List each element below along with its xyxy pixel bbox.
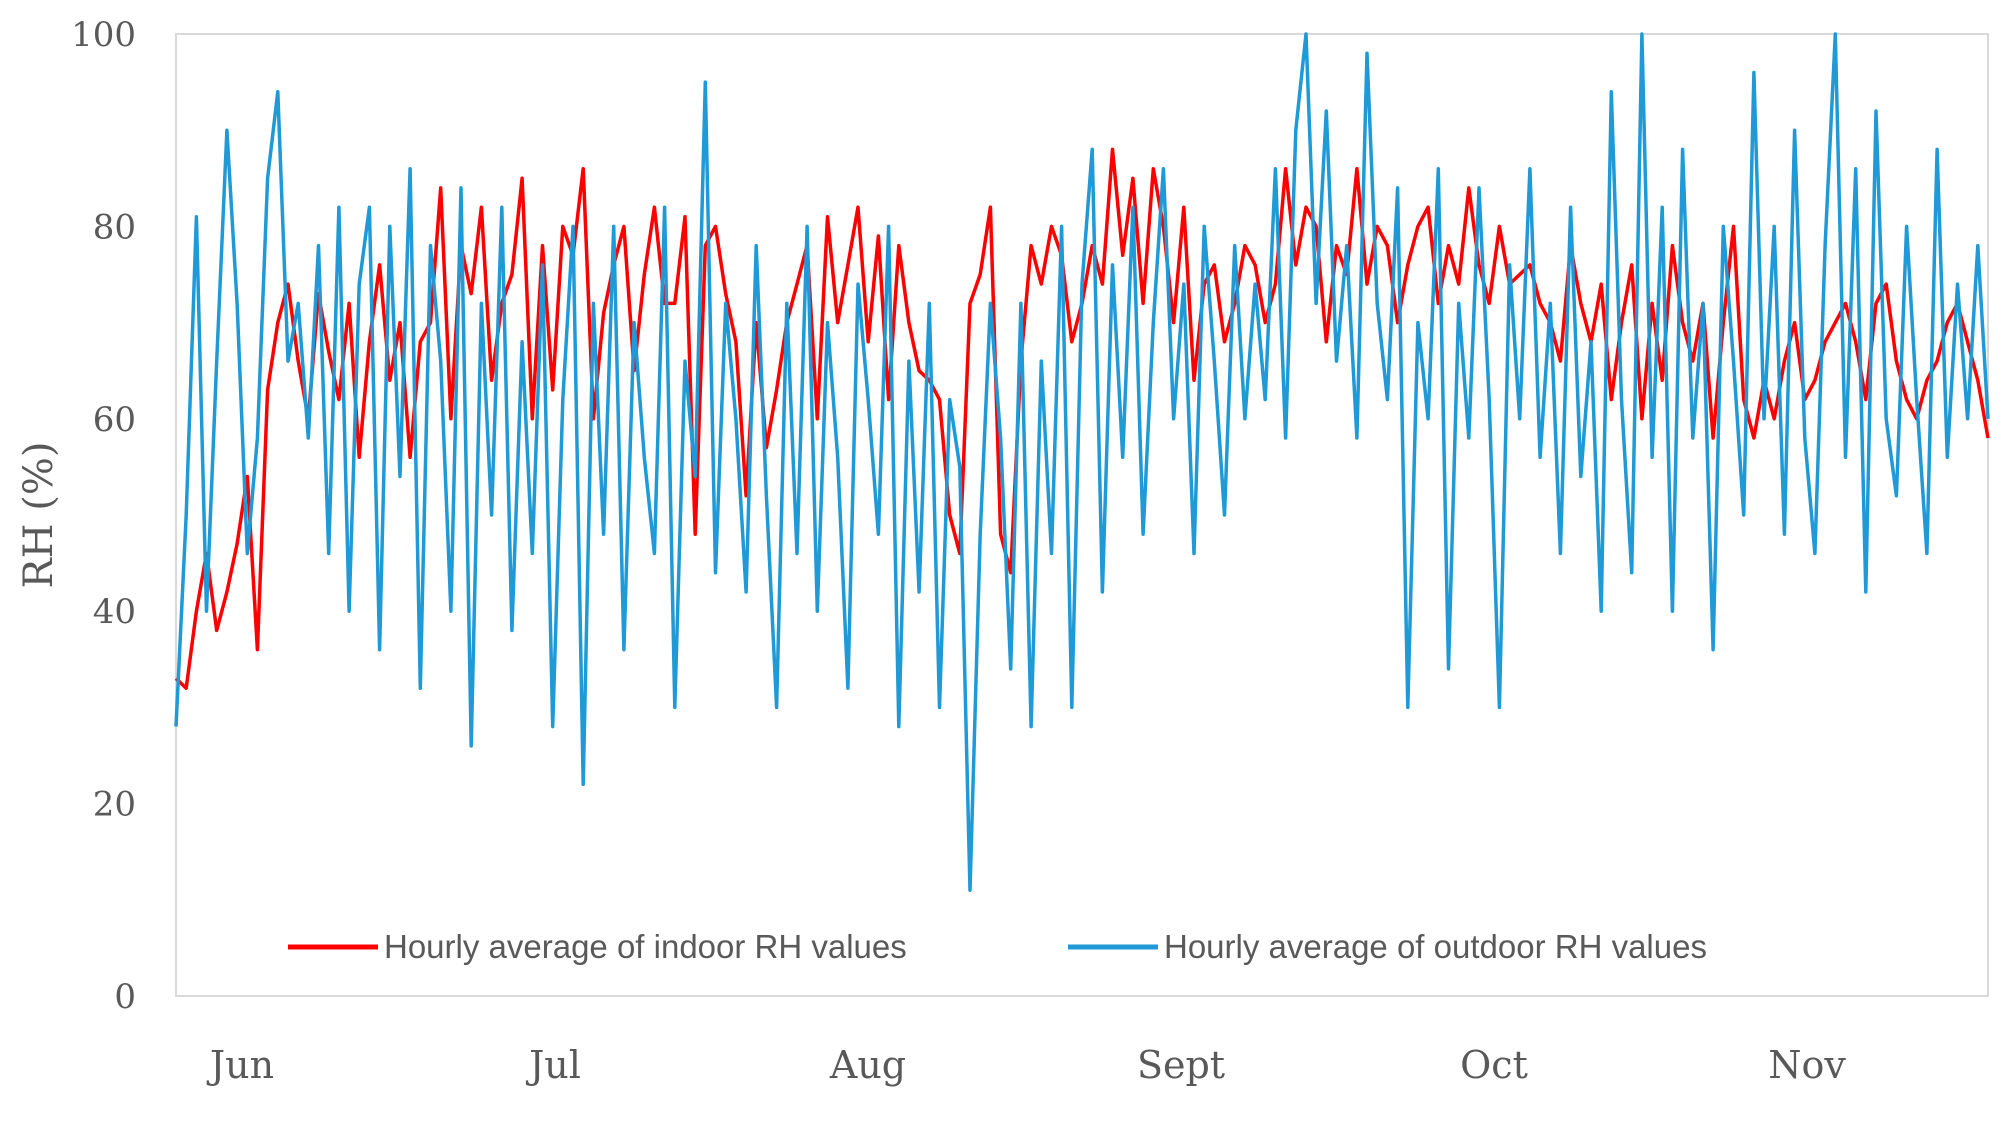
y-tick-label: 100 xyxy=(71,15,136,55)
x-tick-label: Jun xyxy=(206,1043,274,1087)
y-tick-label: 60 xyxy=(93,400,136,440)
y-axis-label: RH (%) xyxy=(16,442,62,589)
y-tick-label: 80 xyxy=(93,207,136,247)
x-tick-label: Jul xyxy=(525,1043,581,1087)
x-tick-label: Nov xyxy=(1768,1043,1846,1087)
series-line-outdoor xyxy=(174,32,1990,892)
x-tick-label: Oct xyxy=(1460,1043,1528,1087)
legend-label-outdoor: Hourly average of outdoor RH values xyxy=(1164,928,1707,965)
x-tick-label: Sept xyxy=(1137,1043,1225,1087)
x-axis-ticks: Jun Jul Aug Sept Oct Nov xyxy=(206,1043,1846,1087)
y-tick-label: 20 xyxy=(93,785,136,825)
y-axis-ticks: 0 20 40 60 80 100 xyxy=(71,15,136,1017)
x-tick-label: Aug xyxy=(829,1043,906,1087)
plot-area-frame xyxy=(175,33,1989,997)
legend: Hourly average of indoor RH values Hourl… xyxy=(288,928,1707,965)
y-tick-label: 40 xyxy=(93,592,136,632)
y-tick-label: 0 xyxy=(114,977,136,1017)
legend-label-indoor: Hourly average of indoor RH values xyxy=(384,928,907,965)
series-layer xyxy=(174,32,1990,892)
